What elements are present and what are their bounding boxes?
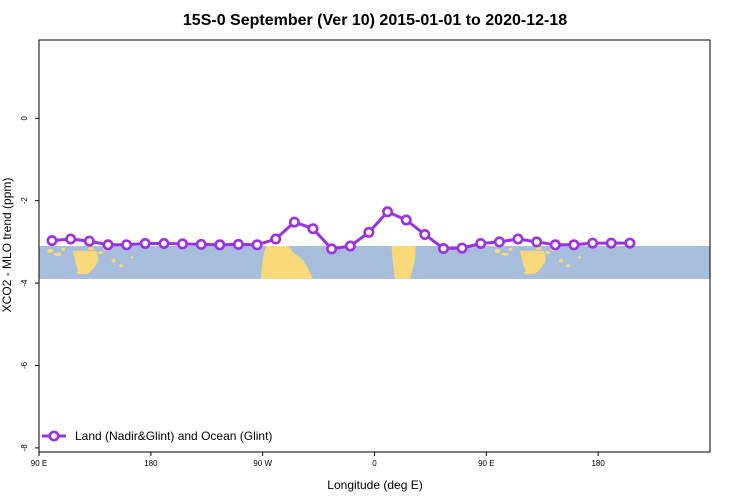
data-point (419, 229, 431, 241)
legend-label: Land (Nadir&Glint) and Ocean (Glint) (75, 429, 272, 443)
island (130, 256, 134, 259)
series-line (51, 210, 630, 251)
ocean-band (39, 246, 710, 279)
data-point (531, 236, 543, 248)
data-point (214, 239, 226, 251)
data-point (493, 236, 505, 248)
land-masses (47, 246, 581, 279)
island (558, 258, 563, 263)
land-mass (519, 250, 546, 274)
data-point (158, 238, 170, 250)
data-point (512, 233, 524, 245)
y-tick-label: 0 (20, 116, 29, 121)
data-point (400, 214, 412, 226)
island (119, 264, 123, 268)
x-axis: 90 E 180 90 W 0 90 E 180 (31, 452, 605, 468)
x-tick-label: 180 (144, 459, 158, 468)
data-point (46, 235, 58, 247)
island (111, 258, 116, 263)
data-point (251, 239, 263, 251)
data-point (83, 235, 95, 247)
island (88, 247, 95, 251)
land-mass (260, 246, 313, 279)
x-tick-label: 90 W (253, 459, 272, 468)
island (535, 247, 542, 251)
island (501, 252, 509, 256)
data-point (624, 237, 636, 249)
data-point (437, 243, 449, 255)
data-point (121, 239, 133, 251)
data-point (307, 223, 319, 235)
data-point (587, 237, 599, 249)
y-tick-label: -2 (20, 197, 29, 205)
data-point (456, 242, 468, 254)
data-point (139, 238, 151, 250)
island (508, 247, 513, 251)
y-tick-label: -8 (20, 444, 29, 452)
island (524, 270, 531, 275)
island (53, 252, 62, 256)
island (61, 247, 66, 251)
land-mass (72, 250, 99, 274)
y-axis: 0 -2 -4 -6 -8 (20, 116, 39, 452)
land-mass (391, 246, 416, 279)
island (47, 248, 54, 253)
island (566, 264, 571, 268)
y-axis-label: XCO2 - MLO trend (ppm) (0, 178, 14, 313)
data-point (232, 238, 244, 250)
data-point (326, 243, 338, 255)
data-point (177, 238, 189, 250)
y-tick-label: -6 (20, 361, 29, 369)
island (494, 248, 501, 253)
data-point (195, 238, 207, 250)
island (77, 270, 83, 275)
data-point (288, 216, 300, 228)
series-group (46, 206, 636, 255)
x-tick-label: 90 E (31, 459, 47, 468)
data-point (270, 233, 282, 245)
data-point (605, 237, 617, 249)
data-point (344, 240, 356, 252)
data-point (568, 239, 580, 251)
map-band (39, 246, 710, 279)
island (545, 251, 551, 255)
data-point (475, 238, 487, 250)
data-point (549, 239, 561, 251)
legend-swatch-marker (48, 430, 60, 442)
data-point (102, 239, 114, 251)
island (578, 256, 581, 259)
legend: Land (Nadir&Glint) and Ocean (Glint) (42, 429, 272, 443)
x-tick-label: 90 E (478, 459, 494, 468)
island (98, 251, 103, 255)
data-point (65, 233, 77, 245)
x-tick-label: 180 (591, 459, 605, 468)
x-axis-label: Longitude (deg E) (327, 478, 422, 492)
chart-title: 15S-0 September (Ver 10) 2015-01-01 to 2… (183, 12, 567, 29)
y-tick-label: -4 (20, 279, 29, 287)
x-tick-label: 0 (372, 459, 377, 468)
data-point (363, 226, 375, 238)
data-point (381, 206, 393, 218)
